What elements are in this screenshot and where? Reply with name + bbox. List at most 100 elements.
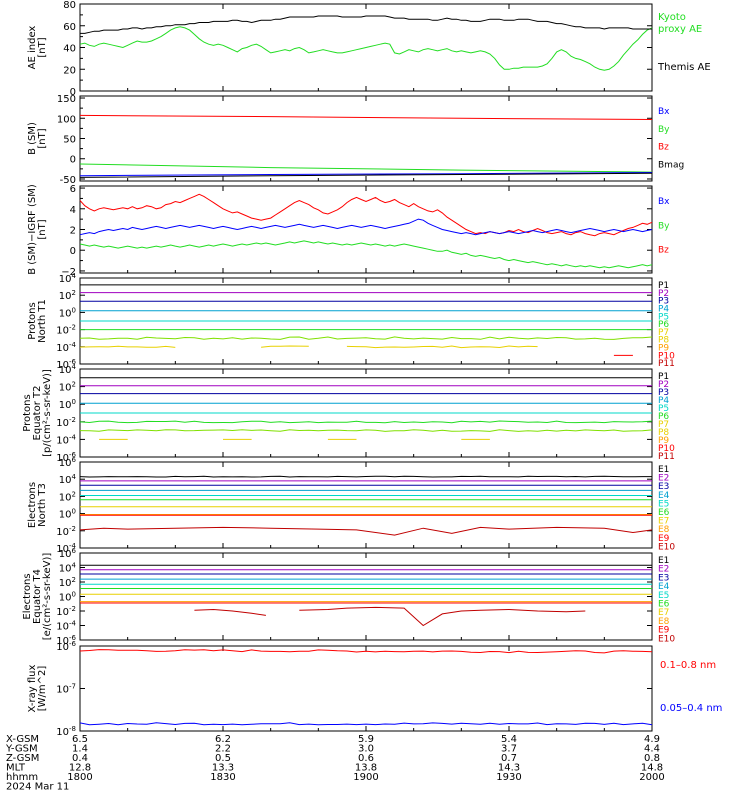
panel-frame xyxy=(79,461,653,549)
legend-label: By xyxy=(658,125,670,135)
legend-label: E10 xyxy=(658,542,675,552)
y-tick-label: 104 xyxy=(59,562,77,575)
y-axis-label: Protons xyxy=(22,394,33,431)
x-row-value: 3.7 xyxy=(501,744,517,755)
legend-label: P7 xyxy=(658,328,669,338)
y-axis-label: Equator T4 xyxy=(32,569,43,624)
series-p7 xyxy=(79,336,653,340)
y-tick-label: 106 xyxy=(59,456,77,469)
legend-label: P1 xyxy=(658,372,669,382)
legend-label: P3 xyxy=(658,388,669,398)
y-tick-label: 104 xyxy=(59,272,77,285)
legend-label: E1 xyxy=(658,556,669,566)
legend-label: E1 xyxy=(658,465,669,475)
y-tick-label: 150 xyxy=(57,94,76,105)
y-axis-label: Equator T2 xyxy=(32,386,43,441)
y-tick-label: 10-6 xyxy=(56,634,76,647)
legend-label: By xyxy=(658,221,670,231)
x-row-value: 0.5 xyxy=(215,753,231,764)
y-tick-label: 100 xyxy=(59,508,76,521)
x-row-value: 2000 xyxy=(639,772,664,783)
y-axis-label: B (SM) xyxy=(27,122,38,155)
x-row-value: 1830 xyxy=(210,772,235,783)
legend-label: 0.05–0.4 nm xyxy=(660,703,722,714)
series-by xyxy=(79,163,653,173)
x-row-value: 3.0 xyxy=(358,744,374,755)
panel-protons_t2: 104 102 100 10-2 10-4 10-6 Protons Equator T2 [p… xyxy=(22,363,675,464)
x-row-value: 12.8 xyxy=(69,763,91,774)
series-by xyxy=(79,240,653,269)
y-tick-label: 10-4 xyxy=(56,542,76,555)
x-row-value: 1930 xyxy=(496,772,521,783)
legend-label: E9 xyxy=(658,534,670,544)
y-tick-label: 10-6 xyxy=(56,640,76,653)
y-axis-label: AE index xyxy=(27,26,38,70)
x-row-value: 0.8 xyxy=(644,753,660,764)
legend-label: E5 xyxy=(658,499,669,509)
series-bz xyxy=(79,193,653,237)
y-axis-label: X-ray flux xyxy=(27,664,38,712)
series-bz xyxy=(79,114,653,120)
panel-xray: 10-6 10-7 10-8 X-ray flux [W/m^2] 0.1–0.8 nm 0… xyxy=(27,640,722,738)
legend-label: E6 xyxy=(658,508,670,518)
legend-label: Bx xyxy=(658,197,670,207)
legend-label: P5 xyxy=(658,312,669,322)
y-axis-label: Protons xyxy=(27,302,38,339)
series-e1 xyxy=(79,475,652,478)
legend-label: E9 xyxy=(658,626,670,636)
y-tick-label: 40 xyxy=(63,44,76,55)
legend-label: Bmag xyxy=(658,160,684,170)
series-p8 xyxy=(346,345,538,349)
legend-label: P4 xyxy=(658,304,669,314)
x-row-value: 4.4 xyxy=(644,744,660,755)
y-axis-label: North T1 xyxy=(37,299,48,343)
y-tick-label: 100 xyxy=(59,591,76,604)
y-tick-label: 10-4 xyxy=(56,433,76,446)
y-tick-label: 4 xyxy=(70,205,76,216)
x-axis-table: X-GSM 6.5 6.2 5.9 5.4 4.9 Y-GSM 1.4 2.2 3.0 3.7 4.4… xyxy=(5,734,665,793)
x-row-value: 5.4 xyxy=(501,734,517,745)
series-0-05-0-4-nm xyxy=(79,722,653,726)
legend-label: E7 xyxy=(658,608,669,618)
series-e10 xyxy=(79,526,653,536)
legend-label: P11 xyxy=(658,452,675,462)
legend-label: P8 xyxy=(658,336,669,346)
legend-label: P1 xyxy=(658,281,669,291)
y-tick-label: 100 xyxy=(57,114,76,125)
y-axis-label: [nT] xyxy=(37,219,48,239)
series-p8 xyxy=(261,345,309,348)
legend-label: P11 xyxy=(658,359,675,369)
legend-label: E10 xyxy=(658,634,675,644)
x-row-label: X-GSM xyxy=(6,734,39,745)
legend-label: E3 xyxy=(658,573,669,583)
legend-label: P10 xyxy=(658,444,675,454)
legend-label: E5 xyxy=(658,591,669,601)
legend-label: P3 xyxy=(658,297,669,307)
x-row-value: 0.6 xyxy=(358,753,374,764)
x-row-value: 14.8 xyxy=(641,763,663,774)
y-tick-label: 10-2 xyxy=(56,605,76,618)
legend-label: P6 xyxy=(658,320,669,330)
y-tick-label: 104 xyxy=(59,473,77,486)
legend-label: E4 xyxy=(658,582,670,592)
legend-label: 0.1–0.8 nm xyxy=(660,660,716,671)
y-axis-label: B (SM)−IGRF (SM) xyxy=(27,184,38,275)
x-row-value: 4.9 xyxy=(644,734,660,745)
legend-label: P7 xyxy=(658,420,669,430)
y-tick-label: 0 xyxy=(70,246,76,257)
legend-label: E2 xyxy=(658,474,669,484)
series-bx xyxy=(79,218,653,236)
y-axis-label: Electrons xyxy=(22,573,33,619)
series-kyoto-proxy-ae xyxy=(79,26,653,71)
y-axis-label: [W/m^2] xyxy=(37,666,48,712)
y-tick-label: 10-2 xyxy=(56,416,76,429)
y-tick-label: 60 xyxy=(63,22,76,33)
panel-b_sm: -50 0 50 100 150 B (SM) [nT] Bx By Bz Bmag xyxy=(27,94,684,186)
y-tick-label: 10-4 xyxy=(56,341,76,354)
panel-b_igrf: −2 0 2 4 6 B (SM)−IGRF (SM) [nT] Bx By Bz xyxy=(27,184,670,278)
y-tick-label: 102 xyxy=(59,576,76,589)
x-row-value: 6.2 xyxy=(215,734,231,745)
legend-label: P9 xyxy=(658,436,669,446)
